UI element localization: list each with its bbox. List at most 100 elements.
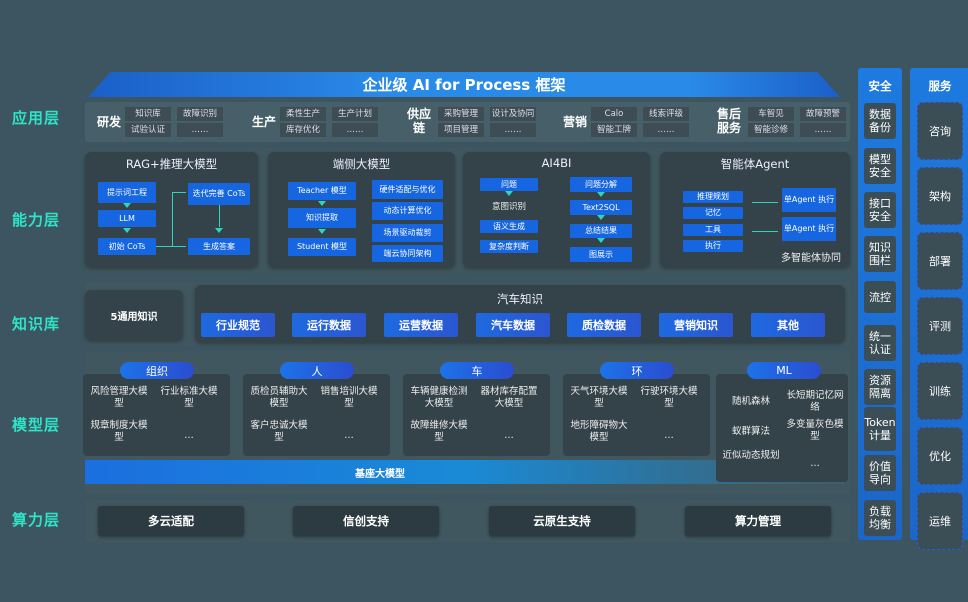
services-title: 服务 bbox=[928, 79, 952, 93]
model-item[interactable]: … bbox=[504, 430, 514, 441]
capability-box[interactable]: 知识提取 bbox=[288, 208, 356, 228]
service-item[interactable]: 部署 bbox=[917, 232, 963, 290]
capability-box[interactable]: 执行 bbox=[683, 240, 743, 252]
service-item[interactable]: 咨询 bbox=[917, 102, 963, 160]
security-item[interactable]: 流控 bbox=[864, 281, 896, 313]
model-item[interactable]: 随机森林 bbox=[731, 396, 770, 407]
model-item[interactable]: 规章制度大模型 bbox=[90, 420, 148, 443]
app-item[interactable]: 项目管理 bbox=[438, 123, 484, 137]
app-item[interactable]: 柔性生产 bbox=[280, 107, 326, 121]
model-item[interactable]: 质检员辅助大模型 bbox=[250, 386, 308, 409]
model-item[interactable]: 客户忠诚大模型 bbox=[250, 420, 308, 443]
app-item[interactable]: 试验认证 bbox=[125, 123, 171, 137]
model-item[interactable]: 风险管理大模型 bbox=[90, 386, 148, 409]
model-item[interactable]: … bbox=[184, 430, 194, 441]
app-item[interactable]: …… bbox=[800, 123, 846, 137]
model-item[interactable]: 销售培训大模型 bbox=[320, 386, 378, 409]
model-item[interactable]: 近似动态规划 bbox=[722, 450, 780, 461]
capability-box[interactable]: 单Agent 执行 bbox=[782, 217, 836, 241]
model-item[interactable]: 多变量灰色模型 bbox=[786, 419, 844, 442]
capability-box[interactable]: 图展示 bbox=[570, 247, 632, 262]
model-item[interactable]: 长短期记忆网络 bbox=[786, 390, 844, 413]
capability-box[interactable]: 生成答案 bbox=[188, 238, 250, 255]
capability-box[interactable]: 端云协同架构 bbox=[372, 245, 443, 262]
security-item[interactable]: 价值导向 bbox=[864, 455, 896, 491]
security-item[interactable]: 知识围栏 bbox=[864, 236, 896, 272]
framework-title: 企业级 AI for Process 框架 bbox=[88, 72, 840, 97]
security-item[interactable]: Token计量 bbox=[864, 407, 896, 451]
app-item[interactable]: 设计及协同 bbox=[490, 107, 536, 121]
capability-box[interactable]: 提示词工程 bbox=[98, 182, 156, 203]
model-item[interactable]: 车辆健康检测大模型 bbox=[410, 386, 468, 409]
service-item[interactable]: 优化 bbox=[917, 427, 963, 485]
security-item[interactable]: 统一认证 bbox=[864, 325, 896, 361]
knowledge-item[interactable]: 营销知识 bbox=[659, 313, 733, 337]
capability-box[interactable]: LLM bbox=[98, 210, 156, 227]
app-item[interactable]: 线索评级 bbox=[643, 107, 689, 121]
capability-box[interactable]: 初始 CoTs bbox=[98, 238, 156, 255]
security-item[interactable]: 接口安全 bbox=[864, 192, 896, 228]
app-item[interactable]: Calo bbox=[591, 107, 637, 121]
model-item[interactable]: … bbox=[344, 430, 354, 441]
connector-line bbox=[156, 192, 186, 247]
model-item[interactable]: 故障维修大模型 bbox=[410, 420, 468, 443]
knowledge-item[interactable]: 运行数据 bbox=[292, 313, 366, 337]
capability-box[interactable]: 语义生成 bbox=[480, 220, 538, 233]
app-item[interactable]: 故障预警 bbox=[800, 107, 846, 121]
model-item[interactable]: … bbox=[664, 430, 674, 441]
app-item[interactable]: 车智见 bbox=[748, 107, 794, 121]
app-item[interactable]: 生产计划 bbox=[332, 107, 378, 121]
service-item[interactable]: 架构 bbox=[917, 167, 963, 225]
capability-box[interactable]: 动态计算优化 bbox=[372, 202, 443, 220]
knowledge-item[interactable]: 运营数据 bbox=[384, 313, 458, 337]
service-item[interactable]: 评测 bbox=[917, 297, 963, 355]
capability-box[interactable]: 复杂度判断 bbox=[480, 240, 538, 253]
capability-box[interactable]: 问题分解 bbox=[570, 177, 632, 192]
capability-box[interactable]: 单Agent 执行 bbox=[782, 188, 836, 212]
capability-box[interactable]: Student 模型 bbox=[288, 238, 356, 256]
model-group-pill: ML bbox=[747, 362, 821, 379]
knowledge-item[interactable]: 行业规范 bbox=[201, 313, 275, 337]
app-item[interactable]: 智能工牌 bbox=[591, 123, 637, 137]
capability-box[interactable]: 迭代完善 CoTs bbox=[188, 183, 250, 205]
capability-box[interactable]: Teacher 模型 bbox=[288, 182, 356, 200]
app-item[interactable]: …… bbox=[490, 123, 536, 137]
capability-box[interactable]: 场景驱动裁剪 bbox=[372, 224, 443, 242]
capability-box[interactable]: 问题 bbox=[480, 178, 538, 191]
app-item[interactable]: 故障识别 bbox=[177, 107, 223, 121]
app-item[interactable]: …… bbox=[177, 123, 223, 137]
service-item[interactable]: 训练 bbox=[917, 362, 963, 420]
app-item[interactable]: 库存优化 bbox=[280, 123, 326, 137]
model-item[interactable]: 行业标准大模型 bbox=[160, 386, 218, 409]
security-item[interactable]: 模型安全 bbox=[864, 148, 896, 184]
model-item[interactable]: 行驶环境大模型 bbox=[640, 386, 698, 409]
knowledge-item[interactable]: 质检数据 bbox=[567, 313, 641, 337]
security-item[interactable]: 负载均衡 bbox=[864, 500, 896, 536]
capability-box[interactable]: 硬件适配与优化 bbox=[372, 180, 443, 199]
capability-box[interactable]: 记忆 bbox=[683, 207, 743, 219]
model-item[interactable]: 蚁群算法 bbox=[731, 426, 770, 437]
app-item[interactable]: 知识库 bbox=[125, 107, 171, 121]
capability-box[interactable]: 推理规划 bbox=[683, 191, 743, 203]
capability-box[interactable]: Text2SQL bbox=[570, 200, 632, 215]
knowledge-item[interactable]: 其他 bbox=[751, 313, 825, 337]
compute-item[interactable]: 多云适配 bbox=[98, 506, 244, 536]
security-item[interactable]: 资源隔离 bbox=[864, 369, 896, 405]
capability-box[interactable]: 工具 bbox=[683, 224, 743, 236]
compute-item[interactable]: 信创支持 bbox=[293, 506, 439, 536]
app-item[interactable]: 智能诊修 bbox=[748, 123, 794, 137]
service-item[interactable]: 运维 bbox=[917, 492, 963, 550]
app-item[interactable]: …… bbox=[643, 123, 689, 137]
compute-item[interactable]: 算力管理 bbox=[685, 506, 831, 536]
knowledge-item[interactable]: 汽车数据 bbox=[476, 313, 550, 337]
app-item[interactable]: …… bbox=[332, 123, 378, 137]
security-item[interactable]: 数据备份 bbox=[864, 103, 896, 139]
app-group-label: 研发 bbox=[96, 115, 121, 129]
model-item[interactable]: 天气环境大模型 bbox=[570, 386, 628, 409]
model-item[interactable]: 地形障碍物大模型 bbox=[570, 420, 628, 443]
model-item[interactable]: 器材库存配置大模型 bbox=[480, 386, 538, 409]
capability-box[interactable]: 总结结果 bbox=[570, 224, 632, 238]
app-item[interactable]: 采购管理 bbox=[438, 107, 484, 121]
compute-item[interactable]: 云原生支持 bbox=[489, 506, 635, 536]
model-item[interactable]: … bbox=[810, 458, 820, 469]
